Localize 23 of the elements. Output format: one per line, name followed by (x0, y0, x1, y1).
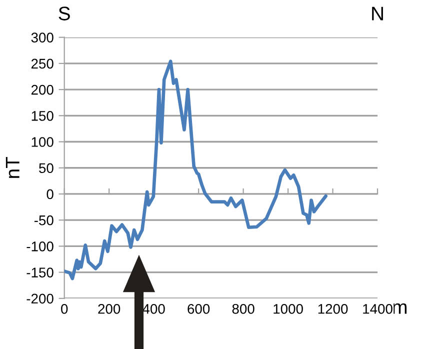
y-tick-label: 50 (39, 163, 54, 174)
y-axis-title: nT (6, 156, 20, 178)
y-tick-label: 0 (46, 189, 54, 200)
line-series (64, 60, 328, 280)
y-tick-label: -50 (34, 215, 54, 226)
x-tick-label: 800 (232, 304, 254, 314)
text: S (58, 6, 70, 20)
x-tick-label: 400 (142, 304, 165, 314)
y-tick-label: -200 (26, 294, 54, 304)
y-tick-label: 300 (31, 32, 54, 43)
x-tick-label: 1200 (318, 304, 348, 314)
text: N (372, 6, 383, 20)
x-tick-label: 600 (188, 304, 210, 314)
x-tick-label: 200 (98, 304, 120, 314)
y-tick-label: -100 (26, 242, 54, 252)
y-tick-label: 100 (32, 137, 54, 147)
y-tick-label: -150 (26, 268, 54, 278)
x-tick-label: 1400 (363, 304, 392, 314)
x-tick-label: 1000 (274, 304, 303, 314)
x-tick-label: 0 (61, 304, 68, 314)
y-tick-label: 250 (31, 58, 54, 69)
y-tick-label: 150 (32, 110, 54, 121)
y-tick-label: 200 (31, 84, 54, 95)
